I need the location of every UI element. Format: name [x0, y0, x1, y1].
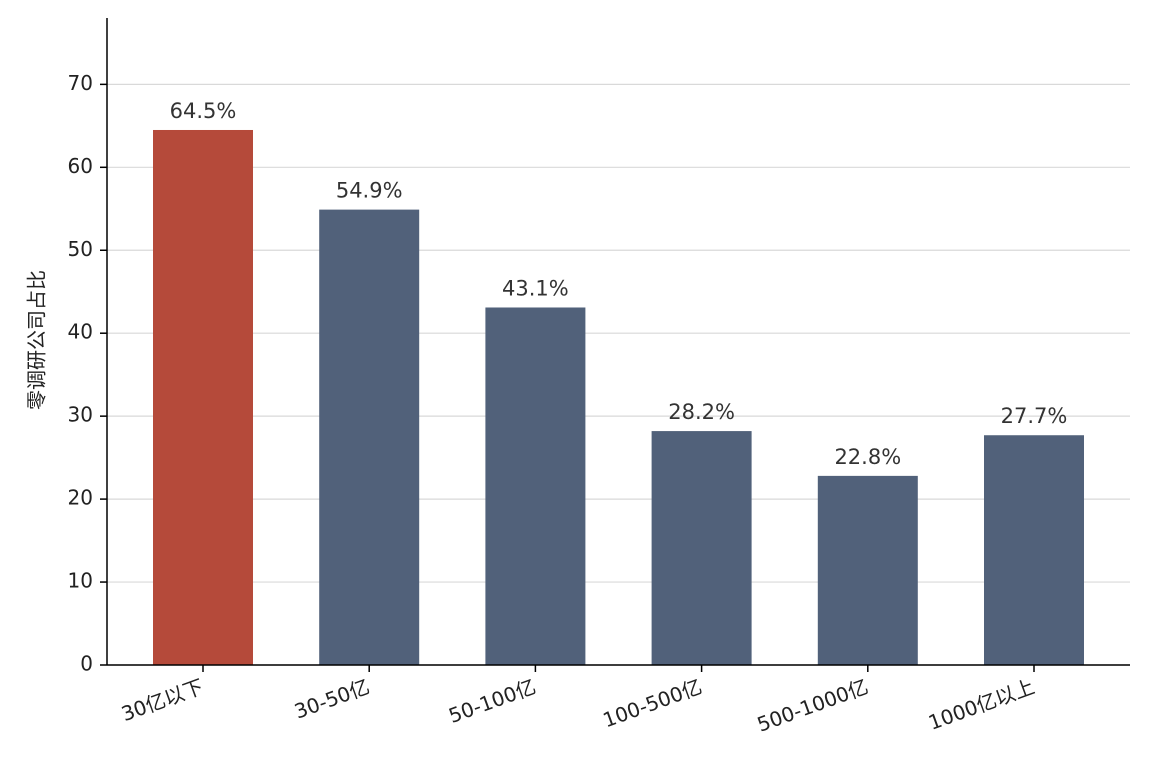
x-tick-label: 30-50亿 — [291, 674, 373, 723]
x-tick-label: 50-100亿 — [445, 674, 539, 728]
bar — [817, 475, 918, 665]
y-tick-label: 20 — [68, 486, 93, 510]
bar — [319, 209, 420, 665]
bar — [651, 431, 752, 665]
y-tick-label: 0 — [80, 652, 93, 676]
bar — [485, 307, 586, 665]
y-tick-label: 30 — [68, 403, 93, 427]
value-label: 27.7% — [1001, 404, 1068, 428]
y-tick-label: 40 — [68, 320, 93, 344]
y-tick-label: 10 — [68, 569, 93, 593]
x-tick-label: 500-1000亿 — [754, 674, 871, 736]
bar — [984, 435, 1084, 665]
y-tick-label: 60 — [68, 154, 93, 178]
value-label: 28.2% — [668, 400, 735, 424]
y-tick-label: 50 — [68, 237, 93, 261]
x-tick-label: 1000亿以上 — [925, 674, 1037, 734]
x-tick-label: 100-500亿 — [600, 674, 706, 732]
value-label: 64.5% — [170, 99, 237, 123]
value-label: 54.9% — [336, 179, 403, 203]
y-axis-label: 零调研公司占比 — [25, 270, 49, 410]
value-label: 43.1% — [502, 276, 569, 300]
y-tick-label: 70 — [68, 71, 93, 95]
x-tick-label: 30亿以下 — [118, 674, 207, 726]
value-label: 22.8% — [834, 445, 901, 469]
bar — [153, 129, 253, 665]
